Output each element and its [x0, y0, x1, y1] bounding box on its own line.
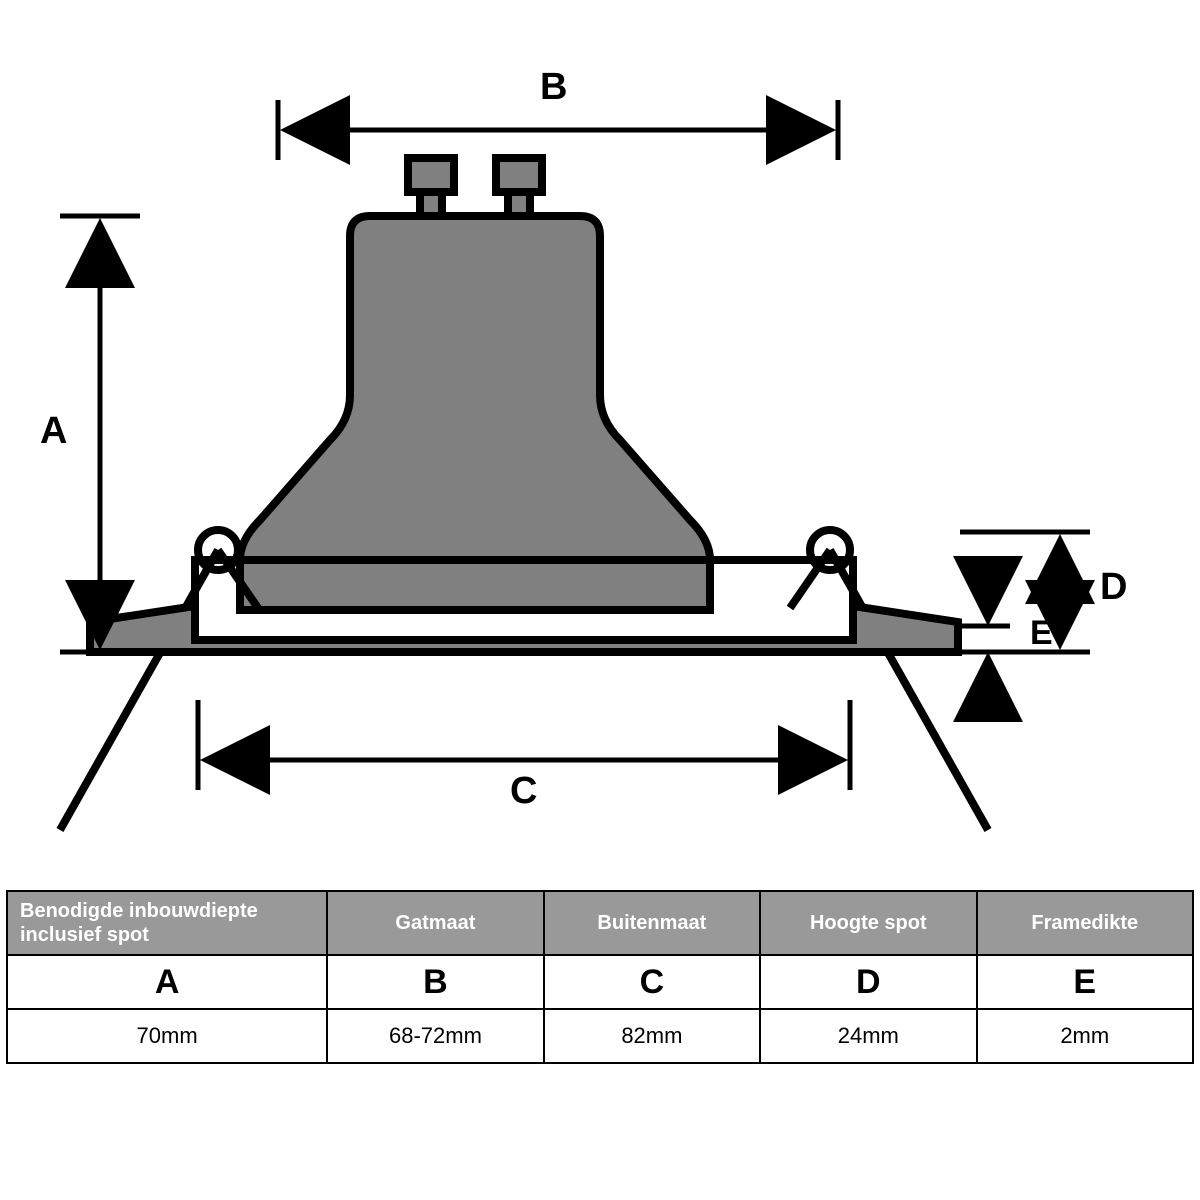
- table-header: Benodigde inbouwdiepte inclusief spot: [7, 891, 327, 955]
- label-c: C: [510, 770, 537, 813]
- table-value: 24mm: [760, 1009, 976, 1063]
- table-header-row: Benodigde inbouwdiepte inclusief spot Ga…: [7, 891, 1193, 955]
- dimension-d: [960, 532, 1090, 652]
- label-e: E: [1030, 614, 1053, 653]
- table-letter: A: [7, 955, 327, 1009]
- table-value: 68-72mm: [327, 1009, 543, 1063]
- label-a: A: [40, 410, 67, 453]
- table-letter: D: [760, 955, 976, 1009]
- label-b: B: [540, 66, 567, 109]
- dimensions-table: Benodigde inbouwdiepte inclusief spot Ga…: [6, 890, 1194, 1064]
- dimension-e: [962, 586, 1010, 692]
- table-value: 2mm: [977, 1009, 1193, 1063]
- table-letter: C: [544, 955, 760, 1009]
- table-value-row: 70mm 68-72mm 82mm 24mm 2mm: [7, 1009, 1193, 1063]
- table-letter: B: [327, 955, 543, 1009]
- label-d: D: [1100, 566, 1127, 609]
- table-value: 70mm: [7, 1009, 327, 1063]
- technical-diagram: B A C D E: [0, 0, 1200, 900]
- table-value: 82mm: [544, 1009, 760, 1063]
- bulb-shape: [240, 158, 710, 610]
- table-header: Buitenmaat: [544, 891, 760, 955]
- table-letter-row: A B C D E: [7, 955, 1193, 1009]
- table-header: Gatmaat: [327, 891, 543, 955]
- diagram-svg: [0, 0, 1200, 900]
- dimension-a: [60, 216, 140, 652]
- table-letter: E: [977, 955, 1193, 1009]
- table-header: Framedikte: [977, 891, 1193, 955]
- table-header: Hoogte spot: [760, 891, 976, 955]
- dimension-b: [278, 100, 838, 160]
